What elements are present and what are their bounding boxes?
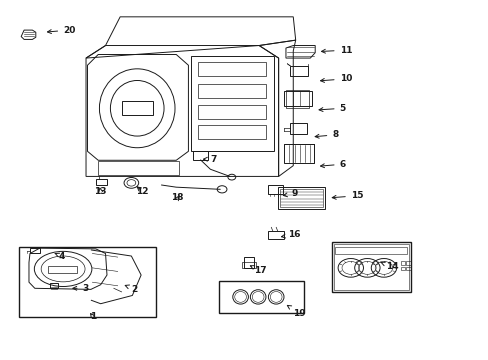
Text: 7: 7 — [203, 155, 216, 164]
Bar — [198, 125, 266, 139]
Bar — [267, 231, 283, 239]
Text: 8: 8 — [314, 130, 338, 139]
Bar — [334, 247, 407, 253]
Bar — [285, 90, 309, 108]
Bar — [290, 123, 306, 134]
Bar — [190, 56, 273, 151]
Bar — [406, 267, 410, 270]
Bar — [198, 105, 266, 119]
Text: 5: 5 — [318, 104, 345, 113]
Bar — [400, 267, 405, 270]
Bar — [279, 189, 323, 207]
Text: 16: 16 — [281, 230, 300, 239]
Text: 6: 6 — [320, 160, 345, 169]
Bar — [333, 244, 408, 291]
Text: 12: 12 — [136, 187, 148, 196]
Text: 4: 4 — [55, 252, 64, 261]
Text: 9: 9 — [283, 189, 297, 198]
Text: 19: 19 — [287, 305, 305, 318]
Bar — [400, 261, 405, 265]
Bar — [51, 287, 57, 289]
Text: 2: 2 — [125, 284, 137, 293]
Bar — [122, 101, 153, 116]
Text: 18: 18 — [171, 193, 183, 202]
Text: 11: 11 — [321, 46, 351, 55]
Bar — [198, 84, 266, 98]
Text: 15: 15 — [331, 191, 363, 200]
Bar — [30, 248, 40, 253]
Bar — [48, 266, 77, 273]
Bar — [283, 91, 311, 106]
Bar — [198, 62, 266, 76]
Bar — [193, 150, 207, 160]
Bar — [243, 257, 254, 267]
Bar — [50, 283, 58, 288]
Text: 13: 13 — [94, 187, 106, 196]
Bar — [96, 179, 107, 185]
Bar — [331, 242, 410, 292]
Text: 14: 14 — [380, 262, 398, 271]
Bar — [98, 161, 178, 175]
Text: 1: 1 — [90, 312, 96, 321]
Bar — [267, 185, 282, 194]
Bar — [219, 281, 304, 314]
Text: 17: 17 — [250, 266, 266, 275]
Bar — [241, 262, 256, 267]
Bar — [277, 187, 325, 209]
Bar — [283, 144, 313, 163]
Text: 3: 3 — [73, 284, 89, 293]
Text: 20: 20 — [47, 26, 75, 35]
Bar — [19, 247, 156, 317]
Bar — [290, 66, 307, 76]
Bar — [406, 261, 410, 265]
Text: 10: 10 — [320, 75, 351, 84]
